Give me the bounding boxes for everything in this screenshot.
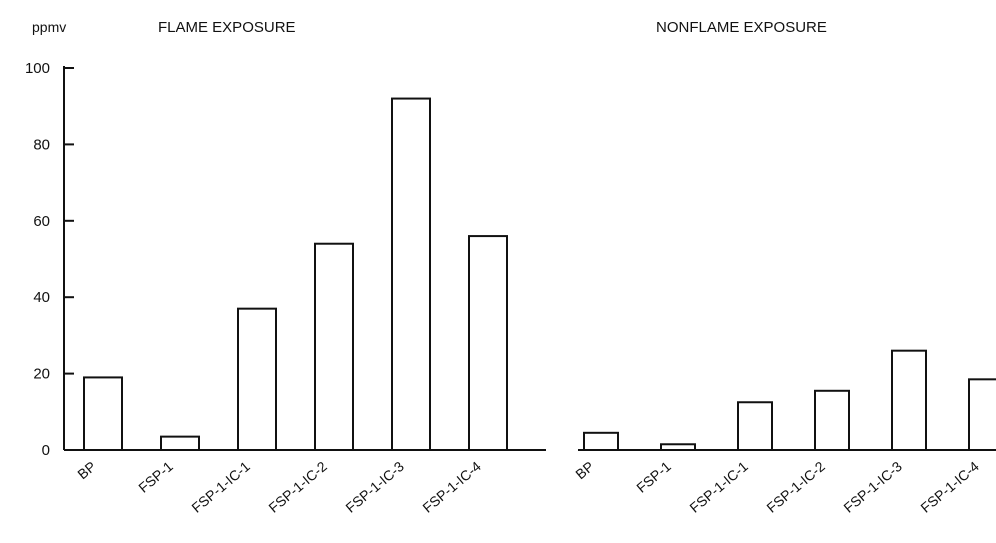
bar-fsp-1-ic-1 [237,307,277,451]
y-tick-label: 60 [33,213,50,230]
x-tick-label: FSP-1 [633,458,674,496]
bar-fsp-1-ic-1 [737,401,773,451]
x-tick-label: FSP-1-IC-2 [265,458,330,516]
y-tick-label: 80 [33,136,50,153]
x-tick-label: FSP-1-IC-3 [840,458,905,516]
x-tick-label: FSP-1 [135,458,176,496]
nonflame-exposure-panel: BP FSP-1 FSP-1-IC-1 FSP-1-IC-2 FSP-1-IC-3 FSP… [572,349,996,516]
chart-title-nonflame: NONFLAME EXPOSURE [656,19,827,36]
y-tick-label: 100 [25,60,50,77]
bar-fsp-1 [160,435,200,452]
x-tick-label: FSP-1-IC-3 [342,458,407,516]
x-tick-label: FSP-1-IC-2 [763,458,828,516]
x-tick-label: BP [74,458,99,482]
bar-fsp-1-ic-2 [814,389,850,452]
bar-bp [583,431,619,451]
bar-fsp-1-ic-3 [391,97,431,451]
x-tick-label: BP [572,458,597,482]
bar-fsp-1-ic-4 [468,235,508,451]
y-tick-label: 20 [33,366,50,383]
x-tick-label: FSP-1-IC-1 [686,458,751,516]
x-tick-label: FSP-1-IC-4 [419,458,484,516]
bar-fsp-1-ic-3 [891,349,927,451]
x-tick-label: FSP-1-IC-1 [188,458,253,516]
bar-bp [83,376,123,452]
bar-fsp-1-ic-4 [968,378,996,451]
y-tick-label: 0 [42,442,50,459]
chart-title-flame: FLAME EXPOSURE [158,19,296,36]
x-tick-label: FSP-1-IC-4 [917,458,982,516]
bar-fsp-1 [660,443,696,451]
bar-fsp-1-ic-2 [314,242,354,451]
y-tick-label: 40 [33,289,50,306]
y-axis-label: ppmv [32,19,66,35]
